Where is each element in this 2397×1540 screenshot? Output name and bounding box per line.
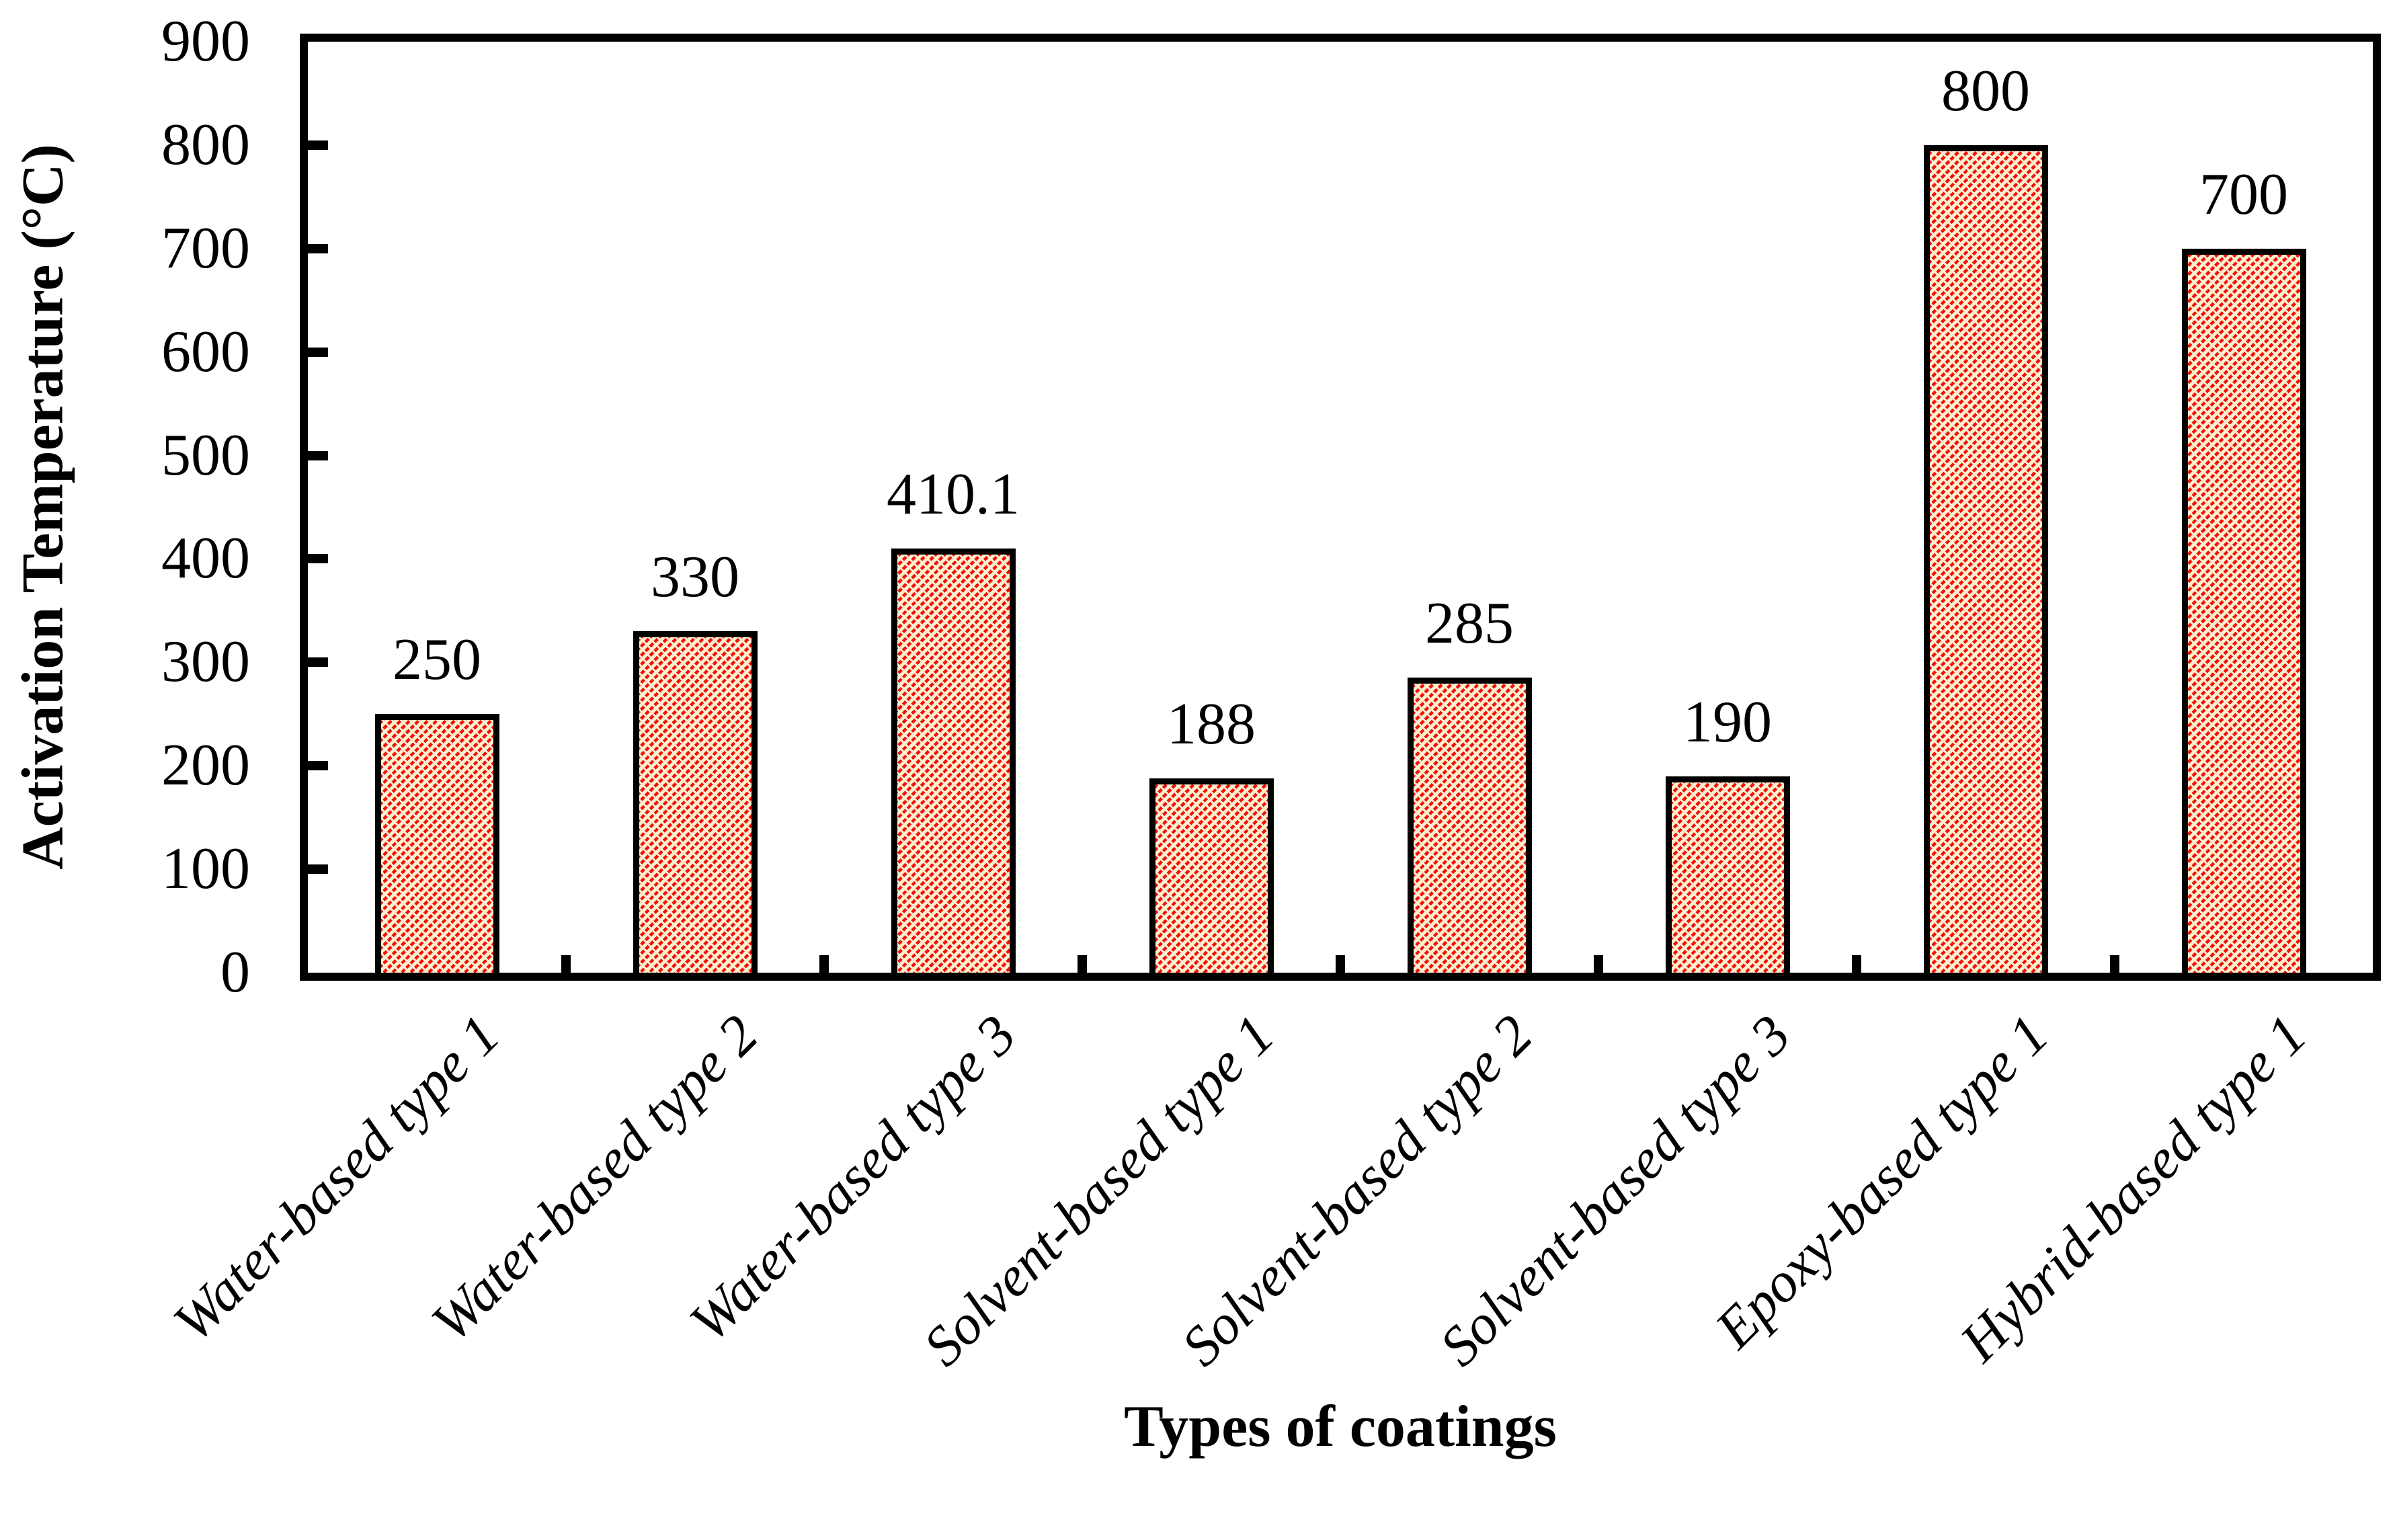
- bar-value-label: 250: [393, 627, 481, 693]
- plot-area: 250 330 410.1 188 285 190 800 700: [300, 34, 2381, 981]
- bar: [1149, 778, 1274, 973]
- y-tick: [308, 864, 328, 875]
- bar: [1923, 145, 2048, 973]
- y-tick-label: 800: [161, 112, 250, 177]
- x-tick: [561, 955, 571, 973]
- x-tick: [1852, 955, 1861, 973]
- bar-value-label: 330: [651, 544, 739, 610]
- y-tick-label: 300: [161, 629, 250, 695]
- bar: [891, 548, 1016, 973]
- bar-value-label: 700: [2199, 161, 2288, 227]
- bar-value-label: 800: [1941, 58, 2030, 124]
- y-tick: [308, 243, 328, 253]
- y-tick-label: 500: [161, 422, 250, 488]
- y-tick-label: 200: [161, 733, 250, 799]
- bar: [1407, 678, 1532, 973]
- x-tick: [2110, 955, 2119, 973]
- y-tick: [308, 347, 328, 357]
- y-tick-label: 700: [161, 215, 250, 281]
- y-tick-label: 900: [161, 9, 250, 74]
- bar-value-label: 190: [1683, 689, 1772, 755]
- y-tick: [308, 450, 328, 460]
- x-tick: [1594, 955, 1603, 973]
- x-axis-title: Types of coatings: [1124, 1394, 1557, 1459]
- bar: [1665, 776, 1790, 973]
- bar: [374, 714, 499, 973]
- y-tick: [308, 140, 328, 150]
- bar: [2181, 248, 2306, 973]
- x-tick: [1078, 955, 1087, 973]
- bar-value-label: 188: [1167, 691, 1256, 757]
- bar-value-label: 410.1: [887, 461, 1020, 527]
- x-tick: [1336, 955, 1345, 973]
- bar: [633, 631, 758, 973]
- y-tick-label: 400: [161, 526, 250, 592]
- y-tick: [308, 761, 328, 771]
- y-tick: [308, 657, 328, 667]
- bar-value-label: 285: [1425, 591, 1514, 657]
- x-tick: [819, 955, 829, 973]
- y-tick: [308, 554, 328, 564]
- y-tick-label: 0: [220, 940, 250, 1005]
- y-tick-label: 600: [161, 319, 250, 384]
- y-tick-label: 100: [161, 836, 250, 902]
